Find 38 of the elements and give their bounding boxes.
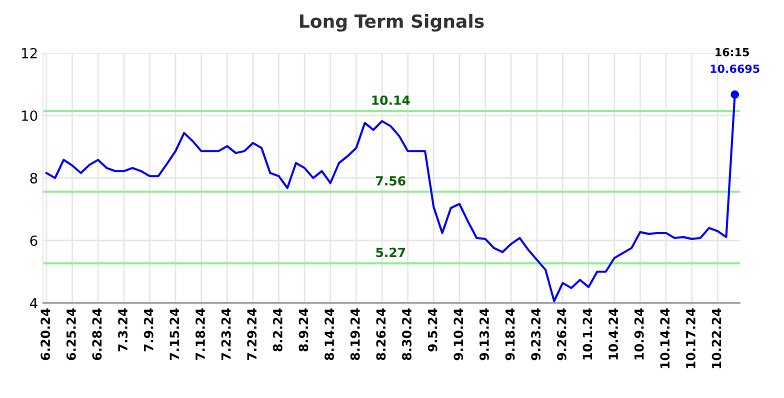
x-tick-label: 7.9.24	[144, 308, 154, 352]
x-tick-label: 7.23.24	[221, 308, 231, 360]
annotation: 16:15	[716, 48, 749, 56]
x-tick-label: 8.2.24	[272, 308, 282, 352]
x-tick-label: 9.10.24	[454, 308, 464, 360]
x-tick-label: 9.5.24	[428, 308, 438, 352]
x-tick-label: 10.4.24	[608, 308, 618, 360]
x-tick-label: 7.18.24	[196, 308, 205, 360]
x-tick-label: 10.9.24	[634, 308, 644, 360]
x-tick-label: 7.29.24	[247, 308, 257, 360]
x-tick-label: 9.13.24	[479, 308, 489, 360]
chart-title: Long Term Signals	[300, 14, 484, 32]
x-tick-label: 10.17.24	[686, 308, 696, 368]
x-tick-label: 6.20.24	[40, 308, 50, 360]
ref-line-label: 10.14	[372, 96, 410, 105]
x-tick-label: 9.23.24	[531, 308, 541, 360]
x-tick-label: 10.22.24	[712, 308, 722, 368]
y-tick-label: 8	[30, 172, 38, 184]
x-tick-label: 9.26.24	[556, 308, 566, 360]
x-tick-label: 7.3.24	[118, 308, 128, 352]
y-tick-label: 12	[22, 48, 37, 58]
x-tick-label: 7.15.24	[170, 308, 180, 360]
x-tick-label: 6.28.24	[92, 308, 102, 360]
y-tick-label: 4	[30, 298, 38, 308]
x-tick-label: 8.30.24	[402, 308, 412, 360]
x-tick-label: 8.14.24	[324, 308, 334, 360]
x-tick-label: 6.25.24	[66, 308, 76, 360]
x-tick-label: 8.19.24	[350, 308, 360, 360]
x-tick-label: 8.26.24	[376, 308, 386, 360]
x-tick-label: 8.9.24	[298, 308, 308, 352]
ref-line-label: 7.56	[376, 176, 406, 186]
x-tick-label: 9.18.24	[505, 308, 515, 360]
y-tick-label: 10	[22, 110, 38, 121]
ref-line-label: 5.27	[376, 248, 406, 258]
x-tick-label: 10.14.24	[660, 308, 670, 368]
y-tick-label: 6	[30, 235, 38, 246]
annotation: 10.6695	[710, 64, 760, 73]
x-tick-label: 10.1.24	[582, 308, 592, 360]
